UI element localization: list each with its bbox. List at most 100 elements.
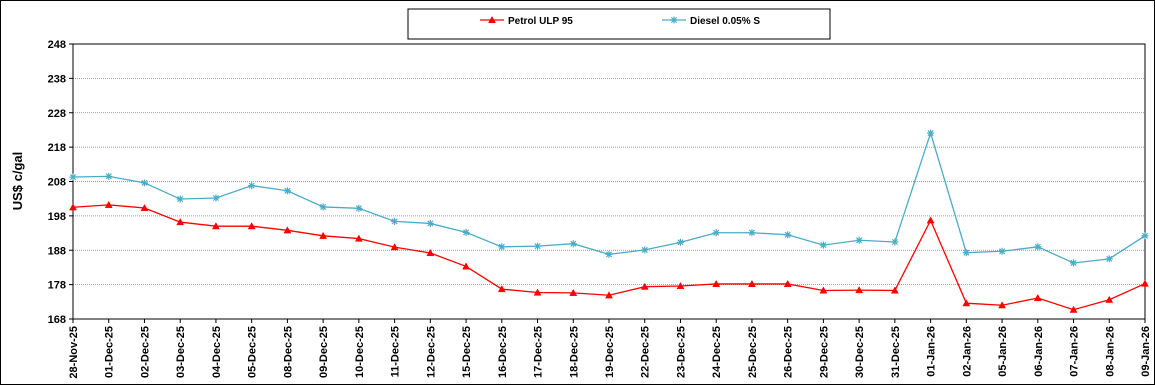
data-point [462,228,470,236]
x-tick-label: 11-Dec-25 [390,326,402,377]
data-point [1141,232,1149,240]
data-point [998,247,1006,255]
x-tick-label: 17-Dec-25 [533,326,545,378]
data-point [640,282,649,290]
data-point [69,173,77,181]
data-point [962,249,970,257]
data-point [1070,259,1078,267]
x-tick-label: 01-Dec-25 [104,326,116,378]
data-point [283,226,292,234]
data-point [855,236,863,244]
data-point [670,16,678,24]
data-point [712,229,720,237]
data-point [890,286,899,294]
data-point [605,291,613,299]
data-point [1105,255,1113,263]
x-tick-label: 28-Nov-25 [68,326,80,379]
y-tick-label: 168 [48,314,66,326]
data-point [176,195,184,203]
data-point [891,238,899,246]
data-point [462,262,470,270]
data-point [176,218,185,226]
data-point [819,241,827,249]
legend: Petrol ULP 95 Diesel 0.05% S [407,8,831,40]
data-point [676,281,685,290]
series-petrol-ulp-95 [69,200,1149,313]
data-point [488,15,496,24]
legend-box [407,8,831,40]
x-tick-label: 30-Dec-25 [854,326,866,378]
data-point [962,299,971,307]
data-point [247,222,256,230]
data-point [784,231,792,239]
data-point [212,194,220,202]
data-point [104,200,113,208]
series-group [69,129,1149,313]
data-point [497,285,506,293]
data-point [212,222,220,230]
y-tick-label: 178 [48,280,66,292]
x-tick-label: 16-Dec-25 [497,326,509,378]
data-point [426,219,434,227]
x-tick-label: 23-Dec-25 [675,326,687,378]
data-point [712,279,721,287]
x-tick-label: 05-Jan-26 [997,326,1009,377]
x-tick-label: 18-Dec-25 [568,326,580,378]
legend-entry: Diesel 0.05% S [662,16,760,27]
data-point [819,286,828,294]
data-point [319,203,327,211]
data-point [248,182,256,190]
data-point [69,203,77,211]
data-point [355,204,363,212]
data-point [319,231,328,239]
data-point [926,216,935,224]
legend-label: Diesel 0.05% S [690,16,760,27]
y-tick-label: 198 [48,211,66,223]
data-point [927,129,935,137]
x-tick-label: 04-Dec-25 [211,326,223,378]
x-tick-label: 09-Jan-26 [1140,326,1152,377]
data-point [140,179,148,187]
data-point [391,217,399,225]
data-point [1141,279,1149,287]
x-tick-label: 12-Dec-25 [425,326,437,378]
data-point [354,234,363,242]
x-tick-label: 25-Dec-25 [747,326,759,378]
grid-lines [73,78,1145,285]
x-tick-label: 08-Jan-26 [1104,326,1116,377]
data-point [533,288,542,296]
data-point [1033,294,1042,302]
data-point [569,288,578,296]
series-diesel [69,129,1149,267]
x-tick-label: 15-Dec-25 [461,326,473,378]
x-tick-label: 31-Dec-25 [890,326,902,378]
x-tick-label: 01-Jan-26 [926,326,938,377]
legend-label: Petrol ULP 95 [508,16,573,27]
x-tick-label: 08-Dec-25 [282,326,294,378]
x-tick-label: 05-Dec-25 [247,326,259,378]
legend-entry: Petrol ULP 95 [480,15,573,27]
data-point [105,172,113,180]
data-point [783,279,792,287]
x-tick-label: 24-Dec-25 [711,326,723,378]
data-point [998,301,1006,309]
data-point [569,240,577,248]
data-point [641,246,649,254]
data-point [390,243,399,251]
x-tick-label: 19-Dec-25 [604,326,616,378]
data-point [426,248,435,257]
y-axis-label: US$ c/gal [10,152,25,211]
x-tick-label: 02-Dec-25 [139,326,151,378]
x-tick-label: 03-Dec-25 [175,326,187,378]
x-tick-label: 09-Dec-25 [318,326,330,378]
x-axis-ticks: 28-Nov-25 01-Dec-25 02-Dec-25 03-Dec-25 04-D… [68,319,1152,379]
data-point [1034,243,1042,251]
x-tick-label: 07-Jan-26 [1069,326,1081,377]
data-point [1105,295,1114,303]
data-point [748,229,756,237]
data-point [1069,305,1078,313]
data-point [283,187,291,195]
x-tick-label: 26-Dec-25 [783,326,795,378]
y-tick-label: 208 [48,177,66,189]
